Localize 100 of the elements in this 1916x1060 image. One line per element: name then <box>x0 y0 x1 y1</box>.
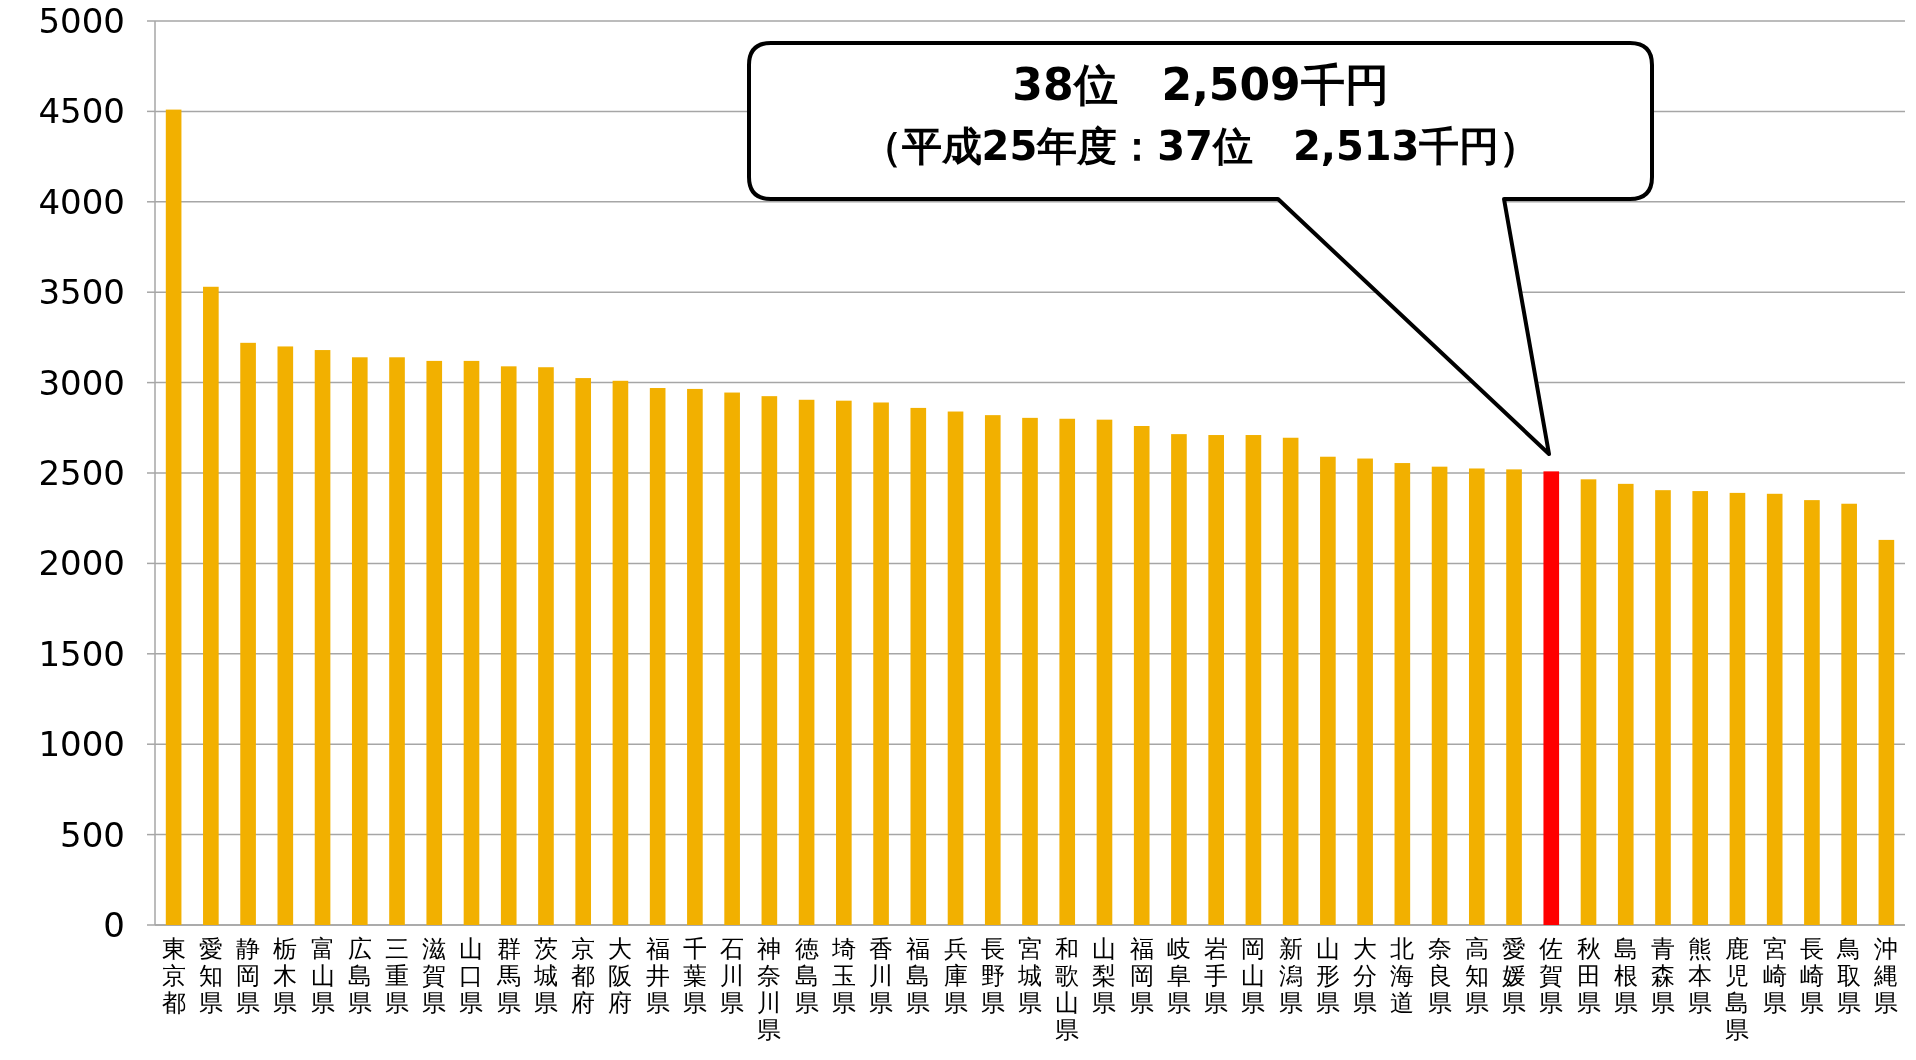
x-tick-label: 富山県 <box>310 935 335 1017</box>
x-tick-label: 福岡県 <box>1129 935 1154 1017</box>
x-tick-label: 宮城県 <box>1017 935 1042 1017</box>
x-tick-label: 神奈川県 <box>757 935 782 1044</box>
y-tick-label: 500 <box>60 814 125 855</box>
x-tick-label: 東京都 <box>161 935 186 1017</box>
x-tick-label: 滋賀県 <box>422 935 447 1017</box>
x-tick-label: 栃木県 <box>273 935 298 1017</box>
bar <box>1468 468 1485 925</box>
bar <box>724 392 740 925</box>
bar <box>910 407 927 925</box>
y-tick-label: 5000 <box>38 1 125 41</box>
x-tick-label: 茨城県 <box>532 935 558 1017</box>
x-tick-label: 福島県 <box>906 935 931 1017</box>
x-tick-label: 静岡県 <box>236 935 261 1017</box>
bar <box>1171 434 1187 925</box>
x-tick-label: 和歌山県 <box>1055 935 1080 1044</box>
x-tick-label: 鹿児島県 <box>1725 935 1750 1044</box>
bar <box>836 400 852 925</box>
x-tick-label: 山口県 <box>459 935 484 1017</box>
bar <box>500 366 517 925</box>
x-tick-label: 長野県 <box>980 935 1005 1017</box>
bar <box>165 109 182 925</box>
x-tick-label: 千葉県 <box>682 935 707 1017</box>
x-tick-label: 岩手県 <box>1204 935 1229 1017</box>
x-tick-label: 秋田県 <box>1576 935 1601 1017</box>
x-tick-label: 埼玉県 <box>830 935 856 1017</box>
bar <box>649 388 666 925</box>
annotation: 38位 2,509千円 <box>1012 59 1389 110</box>
bar <box>612 380 629 925</box>
x-tick-label: 島根県 <box>1613 935 1638 1017</box>
bar <box>203 286 219 925</box>
y-tick-label: 1000 <box>38 724 125 765</box>
y-tick-label: 2000 <box>38 543 125 584</box>
x-tick-label: 北海道 <box>1390 935 1415 1017</box>
bar <box>687 388 703 925</box>
x-tick-label: 広島県 <box>347 935 372 1017</box>
bar <box>463 360 480 925</box>
y-tick-label: 3000 <box>38 362 125 403</box>
bar <box>426 360 443 925</box>
bar <box>1729 492 1746 925</box>
bar <box>538 367 554 925</box>
x-tick-label: 奈良県 <box>1427 935 1452 1017</box>
x-tick-label: 兵庫県 <box>943 935 968 1017</box>
x-tick-label: 京都府 <box>571 935 596 1017</box>
x-tick-label: 岡山県 <box>1241 935 1266 1017</box>
bar <box>1059 418 1076 925</box>
x-tick-label: 徳島県 <box>794 935 819 1017</box>
bar <box>1580 479 1597 925</box>
bar <box>1841 503 1857 925</box>
bar <box>1133 425 1150 925</box>
x-tick-label: 高知県 <box>1464 935 1489 1017</box>
bar <box>1245 435 1262 925</box>
x-tick-label: 福井県 <box>645 935 670 1017</box>
bar <box>1692 491 1709 925</box>
x-tick-label: 長崎県 <box>1799 935 1824 1017</box>
bar <box>1878 539 1895 925</box>
bar <box>1282 437 1299 925</box>
x-tick-label: 群馬県 <box>495 935 521 1017</box>
bar <box>1617 483 1634 925</box>
y-tick-label: 4500 <box>38 91 125 132</box>
annotation: （平成25年度：37位 2,513千円） <box>861 123 1540 169</box>
y-tick-label: 3500 <box>38 272 125 313</box>
bar <box>984 415 1001 925</box>
x-tick-label: 香川県 <box>869 935 894 1017</box>
bar <box>575 378 592 925</box>
y-tick-label: 2500 <box>38 453 125 493</box>
bar <box>1320 456 1336 925</box>
y-tick-label: 4000 <box>38 181 125 222</box>
y-tick-label: 0 <box>103 905 125 945</box>
bar <box>1431 466 1448 925</box>
bar <box>389 357 405 925</box>
x-tick-label: 山形県 <box>1315 935 1340 1017</box>
bar <box>1357 458 1373 925</box>
x-tick-label: 熊本県 <box>1688 935 1713 1017</box>
bar <box>798 399 815 925</box>
bar <box>314 350 331 925</box>
y-tick-label: 1500 <box>38 633 125 674</box>
bar <box>351 357 368 925</box>
x-tick-label: 岐阜県 <box>1166 935 1191 1017</box>
bar <box>1543 471 1560 925</box>
bar <box>1394 463 1411 925</box>
bar <box>873 402 889 925</box>
bar <box>947 411 964 925</box>
x-tick-label: 大分県 <box>1353 935 1378 1017</box>
bar <box>1804 500 1820 925</box>
x-tick-label: 山梨県 <box>1092 935 1117 1017</box>
x-tick-label: 愛知県 <box>198 935 223 1017</box>
bar <box>1022 417 1038 925</box>
bar <box>240 342 256 925</box>
x-tick-label: 三重県 <box>385 935 410 1017</box>
bar <box>1655 490 1671 925</box>
bar <box>1096 419 1113 925</box>
x-tick-label: 石川県 <box>720 935 745 1017</box>
bar <box>1506 469 1522 925</box>
x-tick-label: 大阪府 <box>608 935 633 1017</box>
bar <box>1766 493 1783 925</box>
x-tick-label: 青森県 <box>1650 935 1675 1017</box>
x-tick-label: 新潟県 <box>1278 935 1303 1017</box>
x-tick-label: 宮崎県 <box>1762 935 1787 1017</box>
